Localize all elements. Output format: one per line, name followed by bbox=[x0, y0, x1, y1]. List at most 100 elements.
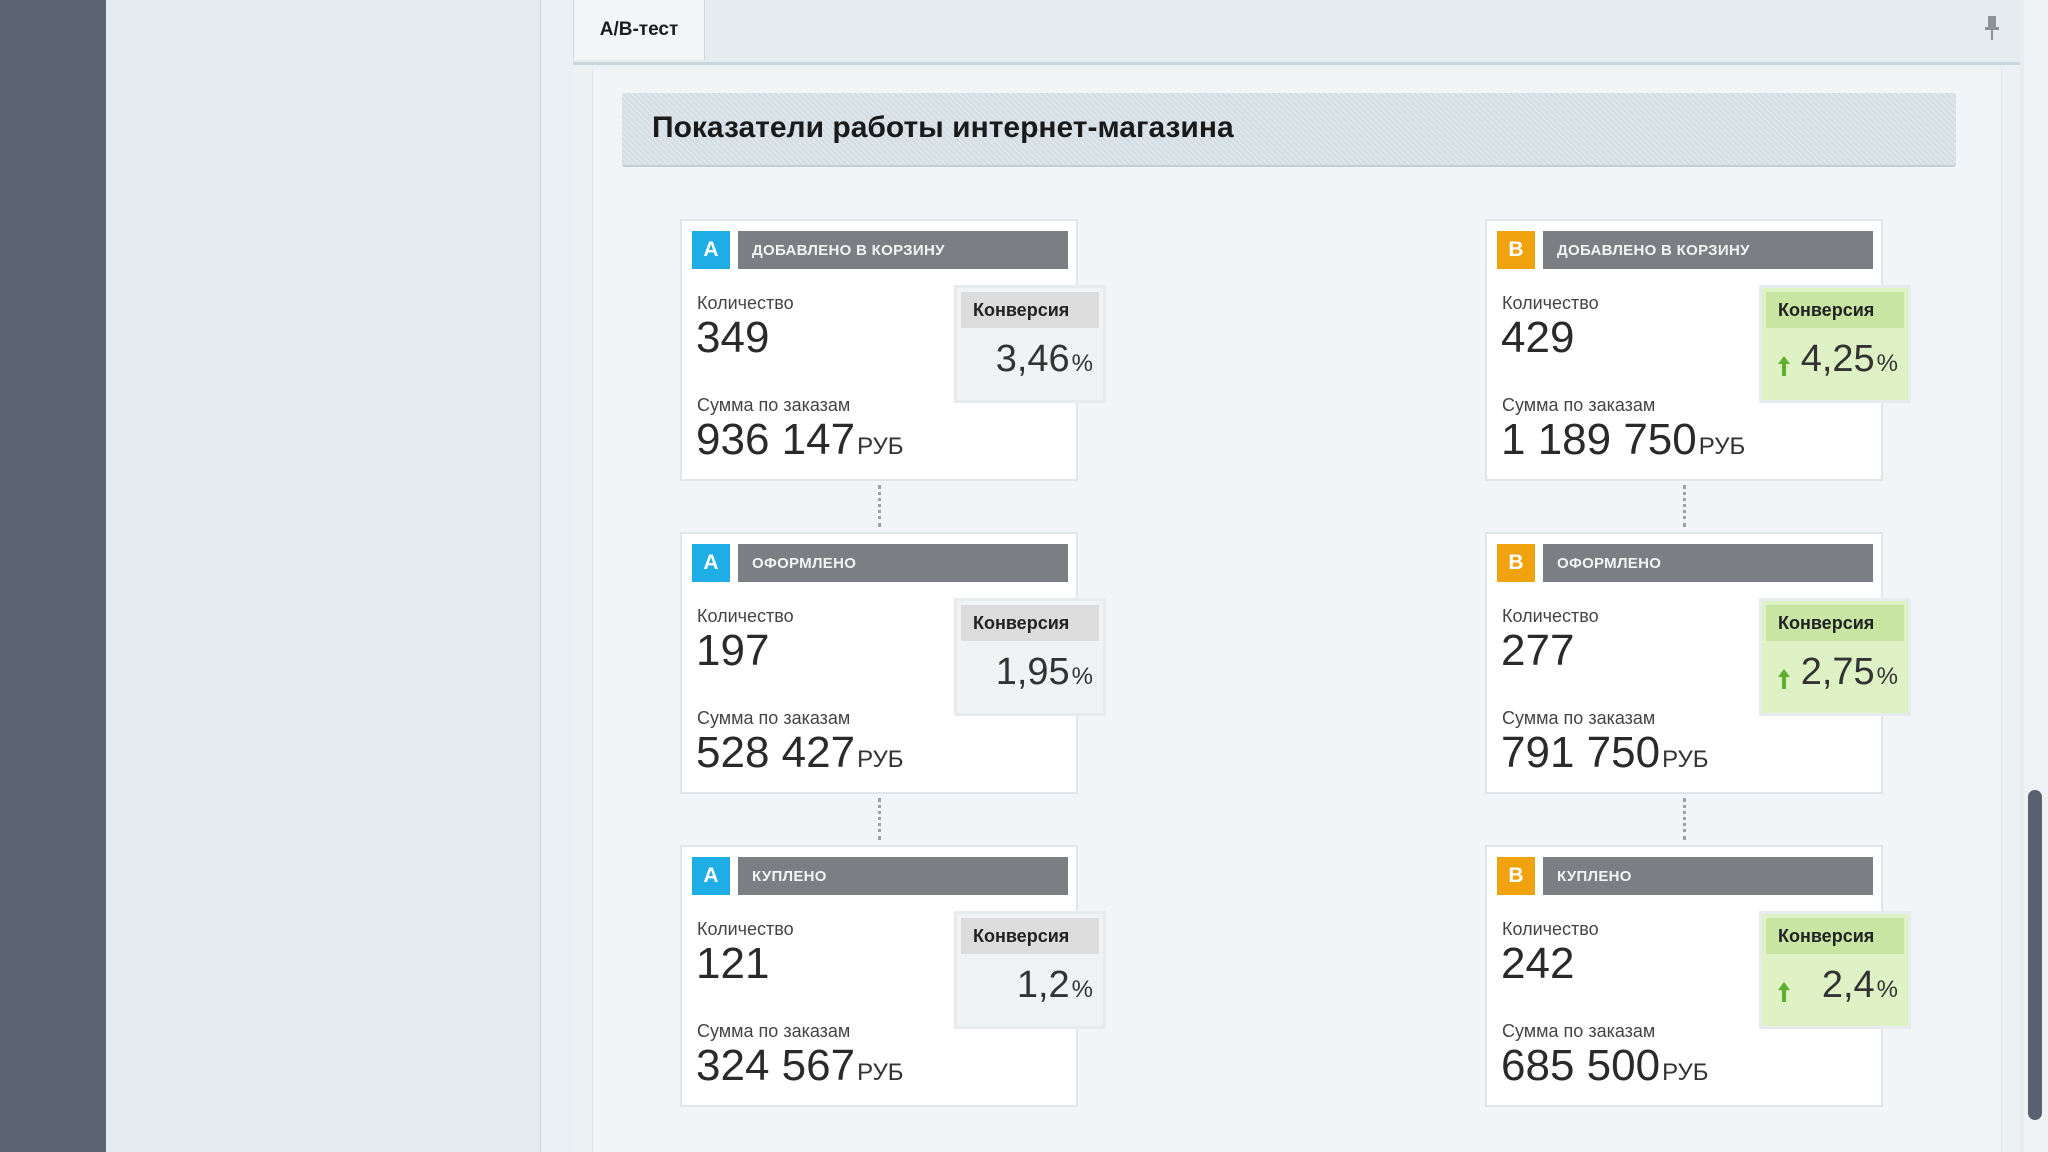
arrow-up-icon bbox=[1778, 982, 1790, 1002]
content-panel: Показатели работы интернет-магазина A ДО… bbox=[592, 70, 2002, 1152]
quantity-value: 197 bbox=[696, 626, 770, 675]
currency-unit: РУБ bbox=[1698, 433, 1746, 460]
quantity-label: Количество bbox=[697, 606, 794, 626]
main-area: A/B-тест Показатели работы интернет-мага… bbox=[573, 0, 2020, 1152]
funnel-card-a-purchased: A КУПЛЕНО Количество 121 Сумма по заказа… bbox=[680, 845, 1106, 1107]
conversion-title: Конверсия bbox=[1766, 605, 1904, 641]
order-sum-label: Сумма по заказам bbox=[697, 708, 851, 728]
stage-label: КУПЛЕНО bbox=[1543, 857, 1873, 895]
conversion-title: Конверсия bbox=[961, 292, 1099, 328]
card-header: B КУПЛЕНО bbox=[1497, 857, 1875, 895]
funnel-card-b-cart: B ДОБАВЛЕНО В КОРЗИНУ Количество 429 Сум… bbox=[1485, 219, 1911, 481]
tab-bar: A/B-тест bbox=[573, 0, 2020, 65]
conversion-number: 2,4 bbox=[1821, 964, 1875, 1006]
sum-amount: 791 750 bbox=[1501, 728, 1661, 777]
funnel-card-b-purchased: B КУПЛЕНО Количество 242 Сумма по заказа… bbox=[1485, 845, 1911, 1107]
variant-badge: B bbox=[1497, 857, 1535, 895]
conversion-title: Конверсия bbox=[961, 605, 1099, 641]
funnel-connector bbox=[1683, 485, 1686, 527]
percent-sign: % bbox=[1876, 663, 1898, 690]
sum-amount: 528 427 bbox=[696, 728, 856, 777]
order-sum-label: Сумма по заказам bbox=[697, 395, 851, 415]
variant-badge: B bbox=[1497, 544, 1535, 582]
tab-ab-test[interactable]: A/B-тест bbox=[573, 0, 705, 60]
currency-unit: РУБ bbox=[857, 1059, 904, 1086]
funnel-card-a-cart: A ДОБАВЛЕНО В КОРЗИНУ Количество 349 Сум… bbox=[680, 219, 1106, 481]
funnel-connector bbox=[878, 485, 881, 527]
sum-amount: 685 500 bbox=[1501, 1041, 1661, 1090]
quantity-value: 349 bbox=[696, 313, 770, 362]
conversion-box: Конверсия 2,4% bbox=[1759, 911, 1911, 1029]
order-sum-value: 685 500РУБ bbox=[1501, 1041, 1709, 1091]
scrollbar-thumb[interactable] bbox=[2028, 790, 2042, 1120]
conversion-value: 3,46% bbox=[996, 338, 1093, 381]
order-sum-label: Сумма по заказам bbox=[1502, 395, 1656, 415]
variant-badge: A bbox=[692, 231, 730, 269]
conversion-value: 1,95% bbox=[996, 651, 1093, 694]
percent-sign: % bbox=[1071, 350, 1093, 377]
sum-amount: 936 147 bbox=[696, 415, 856, 464]
conversion-value: 2,4% bbox=[1822, 964, 1898, 1007]
percent-sign: % bbox=[1876, 976, 1898, 1003]
order-sum-value: 324 567РУБ bbox=[696, 1041, 904, 1091]
funnel-card-a-checkout: A ОФОРМЛЕНО Количество 197 Сумма по зака… bbox=[680, 532, 1106, 794]
currency-unit: РУБ bbox=[857, 433, 904, 460]
currency-unit: РУБ bbox=[1662, 746, 1709, 773]
order-sum-label: Сумма по заказам bbox=[697, 1021, 851, 1041]
left-panel bbox=[106, 0, 541, 1152]
order-sum-label: Сумма по заказам bbox=[1502, 1021, 1656, 1041]
quantity-value: 121 bbox=[696, 939, 770, 988]
pin-icon[interactable] bbox=[1982, 14, 2002, 42]
variant-badge: B bbox=[1497, 231, 1535, 269]
stage-label: ОФОРМЛЕНО bbox=[1543, 544, 1873, 582]
conversion-number: 2,75 bbox=[1800, 651, 1875, 693]
card-header: A ОФОРМЛЕНО bbox=[692, 544, 1070, 582]
arrow-up-icon bbox=[1778, 356, 1790, 376]
page-title: Показатели работы интернет-магазина bbox=[652, 111, 1234, 144]
funnel-card-b-checkout: B ОФОРМЛЕНО Количество 277 Сумма по зака… bbox=[1485, 532, 1911, 794]
quantity-label: Количество bbox=[697, 293, 794, 313]
conversion-box: Конверсия 2,75% bbox=[1759, 598, 1911, 716]
left-rail bbox=[0, 0, 106, 1152]
order-sum-value: 528 427РУБ bbox=[696, 728, 904, 778]
card-header: A КУПЛЕНО bbox=[692, 857, 1070, 895]
order-sum-value: 791 750РУБ bbox=[1501, 728, 1709, 778]
quantity-label: Количество bbox=[1502, 293, 1599, 313]
order-sum-value: 1 189 750РУБ bbox=[1501, 415, 1745, 465]
funnel-connector bbox=[1683, 798, 1686, 840]
conversion-box: Конверсия 1,95% bbox=[954, 598, 1106, 716]
stage-label: ДОБАВЛЕНО В КОРЗИНУ bbox=[738, 231, 1068, 269]
quantity-label: Количество bbox=[1502, 606, 1599, 626]
conversion-title: Конверсия bbox=[1766, 918, 1904, 954]
card-header: B ДОБАВЛЕНО В КОРЗИНУ bbox=[1497, 231, 1875, 269]
card-header: A ДОБАВЛЕНО В КОРЗИНУ bbox=[692, 231, 1070, 269]
conversion-value: 2,75% bbox=[1801, 651, 1898, 694]
sum-amount: 324 567 bbox=[696, 1041, 856, 1090]
percent-sign: % bbox=[1071, 976, 1093, 1003]
currency-unit: РУБ bbox=[857, 746, 904, 773]
stage-label: КУПЛЕНО bbox=[738, 857, 1068, 895]
quantity-value: 429 bbox=[1501, 313, 1575, 362]
stage-label: ОФОРМЛЕНО bbox=[738, 544, 1068, 582]
conversion-value: 4,25% bbox=[1801, 338, 1898, 381]
funnel-connector bbox=[878, 798, 881, 840]
conversion-box: Конверсия 1,2% bbox=[954, 911, 1106, 1029]
order-sum-label: Сумма по заказам bbox=[1502, 708, 1656, 728]
currency-unit: РУБ bbox=[1662, 1059, 1709, 1086]
conversion-box: Конверсия 4,25% bbox=[1759, 285, 1911, 403]
arrow-up-icon bbox=[1778, 669, 1790, 689]
conversion-value: 1,2% bbox=[1017, 964, 1093, 1007]
percent-sign: % bbox=[1071, 663, 1093, 690]
panel-gap bbox=[541, 0, 573, 1152]
conversion-number: 1,95 bbox=[995, 651, 1070, 693]
quantity-label: Количество bbox=[1502, 919, 1599, 939]
conversion-number: 1,2 bbox=[1016, 964, 1070, 1006]
quantity-label: Количество bbox=[697, 919, 794, 939]
quantity-value: 242 bbox=[1501, 939, 1575, 988]
variant-badge: A bbox=[692, 857, 730, 895]
conversion-title: Конверсия bbox=[961, 918, 1099, 954]
section-heading: Показатели работы интернет-магазина bbox=[622, 93, 1956, 167]
card-header: B ОФОРМЛЕНО bbox=[1497, 544, 1875, 582]
sum-amount: 1 189 750 bbox=[1501, 415, 1697, 464]
percent-sign: % bbox=[1876, 350, 1898, 377]
